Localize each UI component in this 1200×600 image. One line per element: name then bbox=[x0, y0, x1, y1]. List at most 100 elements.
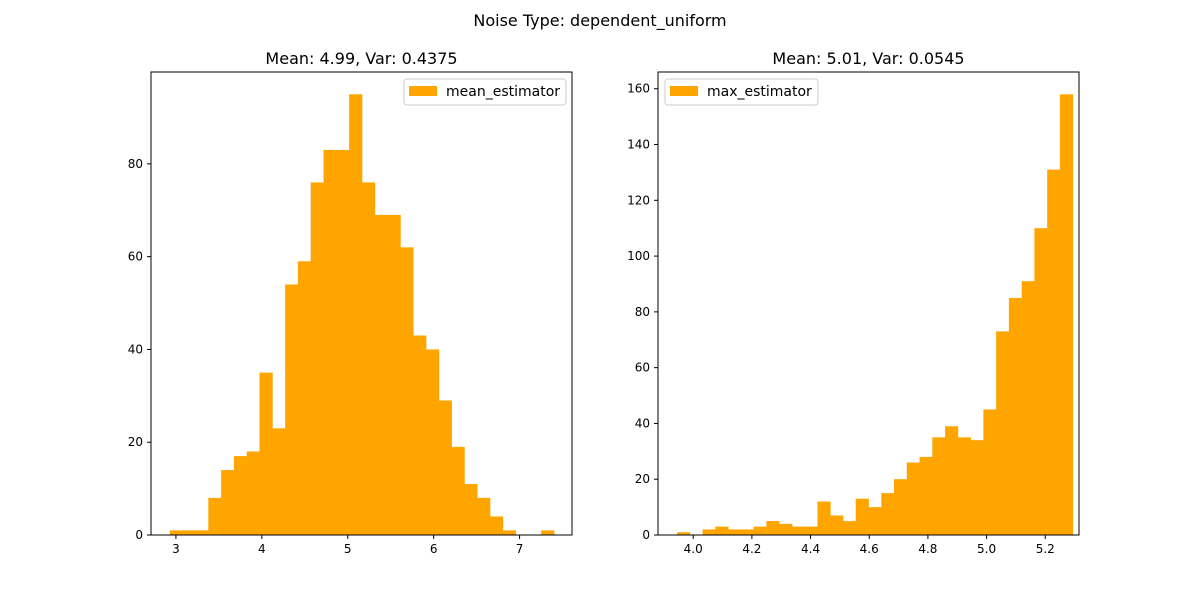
left-x-tick-label-4: 7 bbox=[516, 542, 524, 556]
left-bar-15 bbox=[361, 182, 376, 535]
right-bar-5 bbox=[740, 529, 755, 535]
right-bar-22 bbox=[957, 437, 971, 535]
right-bar-21 bbox=[945, 426, 959, 535]
right-bar-8 bbox=[779, 523, 793, 535]
right-bar-12 bbox=[830, 515, 844, 535]
left-x-tick-label-1: 4 bbox=[258, 542, 266, 556]
figure-suptitle: Noise Type: dependent_uniform bbox=[473, 11, 726, 31]
right-y-tick-label-5: 100 bbox=[627, 249, 650, 263]
right-bar-26 bbox=[1008, 297, 1023, 535]
right-bar-10 bbox=[804, 526, 818, 535]
left-bar-29 bbox=[541, 530, 555, 535]
right-y-tick-label-6: 120 bbox=[627, 193, 650, 207]
right-bar-2 bbox=[702, 529, 716, 535]
right-panel-title: Mean: 5.01, Var: 0.0545 bbox=[772, 49, 964, 68]
left-y-tick-label-4: 80 bbox=[128, 157, 143, 171]
right-bar-0 bbox=[677, 532, 691, 535]
right-bar-7 bbox=[766, 521, 780, 535]
right-y-tick-label-0: 0 bbox=[642, 528, 650, 542]
right-legend: max_estimator bbox=[664, 78, 819, 106]
right-bar-18 bbox=[906, 462, 920, 535]
right-bar-13 bbox=[842, 521, 857, 535]
right-bars bbox=[677, 94, 1074, 535]
right-x-tick-label-4: 4.8 bbox=[918, 542, 937, 556]
right-bar-29 bbox=[1047, 169, 1061, 535]
right-x-tick-label-1: 4.2 bbox=[742, 542, 761, 556]
left-bar-8 bbox=[272, 428, 286, 535]
right-y-tick-label-8: 160 bbox=[627, 82, 650, 96]
right-bar-11 bbox=[817, 501, 831, 535]
left-bar-3 bbox=[208, 497, 222, 535]
right-x-tick-label-5: 5.0 bbox=[977, 542, 996, 556]
left-bar-19 bbox=[413, 335, 427, 535]
right-bar-24 bbox=[983, 409, 997, 535]
left-bar-7 bbox=[259, 372, 273, 535]
right-y-ticks: 0 20 40 60 80 100 120 140 160 bbox=[627, 82, 658, 542]
left-bar-0 bbox=[169, 530, 184, 535]
right-bar-25 bbox=[996, 331, 1010, 535]
left-bar-22 bbox=[451, 446, 465, 535]
left-y-tick-label-0: 0 bbox=[135, 528, 143, 542]
left-axes-frame bbox=[150, 71, 573, 536]
right-axes-frame bbox=[657, 71, 1080, 536]
left-x-tick-label-0: 3 bbox=[172, 542, 180, 556]
left-bar-13 bbox=[336, 149, 350, 535]
left-bar-5 bbox=[233, 456, 248, 535]
right-y-tick-label-4: 80 bbox=[635, 305, 650, 319]
left-bar-10 bbox=[297, 261, 312, 535]
right-y-tick-label-2: 40 bbox=[635, 416, 650, 430]
left-bar-2 bbox=[195, 530, 209, 535]
right-bar-20 bbox=[932, 437, 946, 535]
left-bar-17 bbox=[387, 214, 401, 535]
left-bar-23 bbox=[464, 483, 478, 535]
left-x-tick-label-2: 5 bbox=[344, 542, 352, 556]
left-bar-14 bbox=[349, 94, 363, 536]
left-bar-16 bbox=[374, 214, 388, 535]
left-bar-21 bbox=[438, 400, 452, 535]
left-legend-box bbox=[403, 78, 567, 106]
left-y-ticks: 0 20 40 60 80 bbox=[128, 157, 151, 542]
left-bar-4 bbox=[221, 470, 235, 535]
right-y-tick-label-7: 140 bbox=[627, 138, 650, 152]
left-y-tick-label-1: 20 bbox=[128, 435, 143, 449]
right-y-tick-label-3: 60 bbox=[635, 361, 650, 375]
left-legend-label: mean_estimator bbox=[446, 84, 560, 100]
left-bar-26 bbox=[502, 530, 516, 535]
right-bar-23 bbox=[970, 440, 984, 535]
left-bar-20 bbox=[425, 349, 440, 535]
right-bar-27 bbox=[1021, 281, 1035, 535]
left-panel-title: Mean: 4.99, Var: 0.4375 bbox=[265, 49, 457, 68]
left-legend: mean_estimator bbox=[403, 78, 567, 106]
right-bar-19 bbox=[919, 456, 933, 535]
right-legend-label: max_estimator bbox=[707, 84, 812, 100]
right-bar-4 bbox=[728, 529, 742, 535]
right-bar-30 bbox=[1059, 94, 1074, 535]
right-bar-9 bbox=[791, 526, 806, 535]
left-bar-11 bbox=[310, 182, 324, 535]
left-bar-18 bbox=[400, 247, 414, 536]
right-bar-15 bbox=[868, 507, 882, 535]
left-bars bbox=[169, 94, 555, 536]
right-bar-28 bbox=[1034, 228, 1048, 535]
left-bar-6 bbox=[246, 451, 260, 535]
right-x-tick-label-2: 4.4 bbox=[801, 542, 820, 556]
left-bar-24 bbox=[477, 497, 491, 535]
left-y-tick-label-2: 40 bbox=[128, 342, 143, 356]
right-legend-swatch bbox=[670, 86, 698, 96]
right-bar-14 bbox=[855, 498, 869, 535]
right-x-tick-label-3: 4.6 bbox=[860, 542, 879, 556]
left-bar-25 bbox=[489, 516, 504, 535]
right-bar-6 bbox=[753, 526, 767, 535]
right-x-tick-label-6: 5.2 bbox=[1036, 542, 1055, 556]
right-x-ticks: 4.0 4.2 4.4 4.6 4.8 5.0 5.2 bbox=[684, 535, 1055, 556]
right-histogram-panel: Mean: 5.01, Var: 0.0545 4.0 4.2 4.4 4.6 4.8 5… bbox=[627, 49, 1080, 556]
left-legend-swatch bbox=[409, 86, 437, 96]
right-y-tick-label-1: 20 bbox=[635, 472, 650, 486]
left-x-ticks: 3 4 5 6 7 bbox=[172, 535, 523, 556]
left-y-tick-label-3: 60 bbox=[128, 250, 143, 264]
right-legend-box bbox=[664, 78, 819, 106]
left-bar-12 bbox=[323, 149, 337, 535]
left-x-tick-label-3: 6 bbox=[430, 542, 438, 556]
